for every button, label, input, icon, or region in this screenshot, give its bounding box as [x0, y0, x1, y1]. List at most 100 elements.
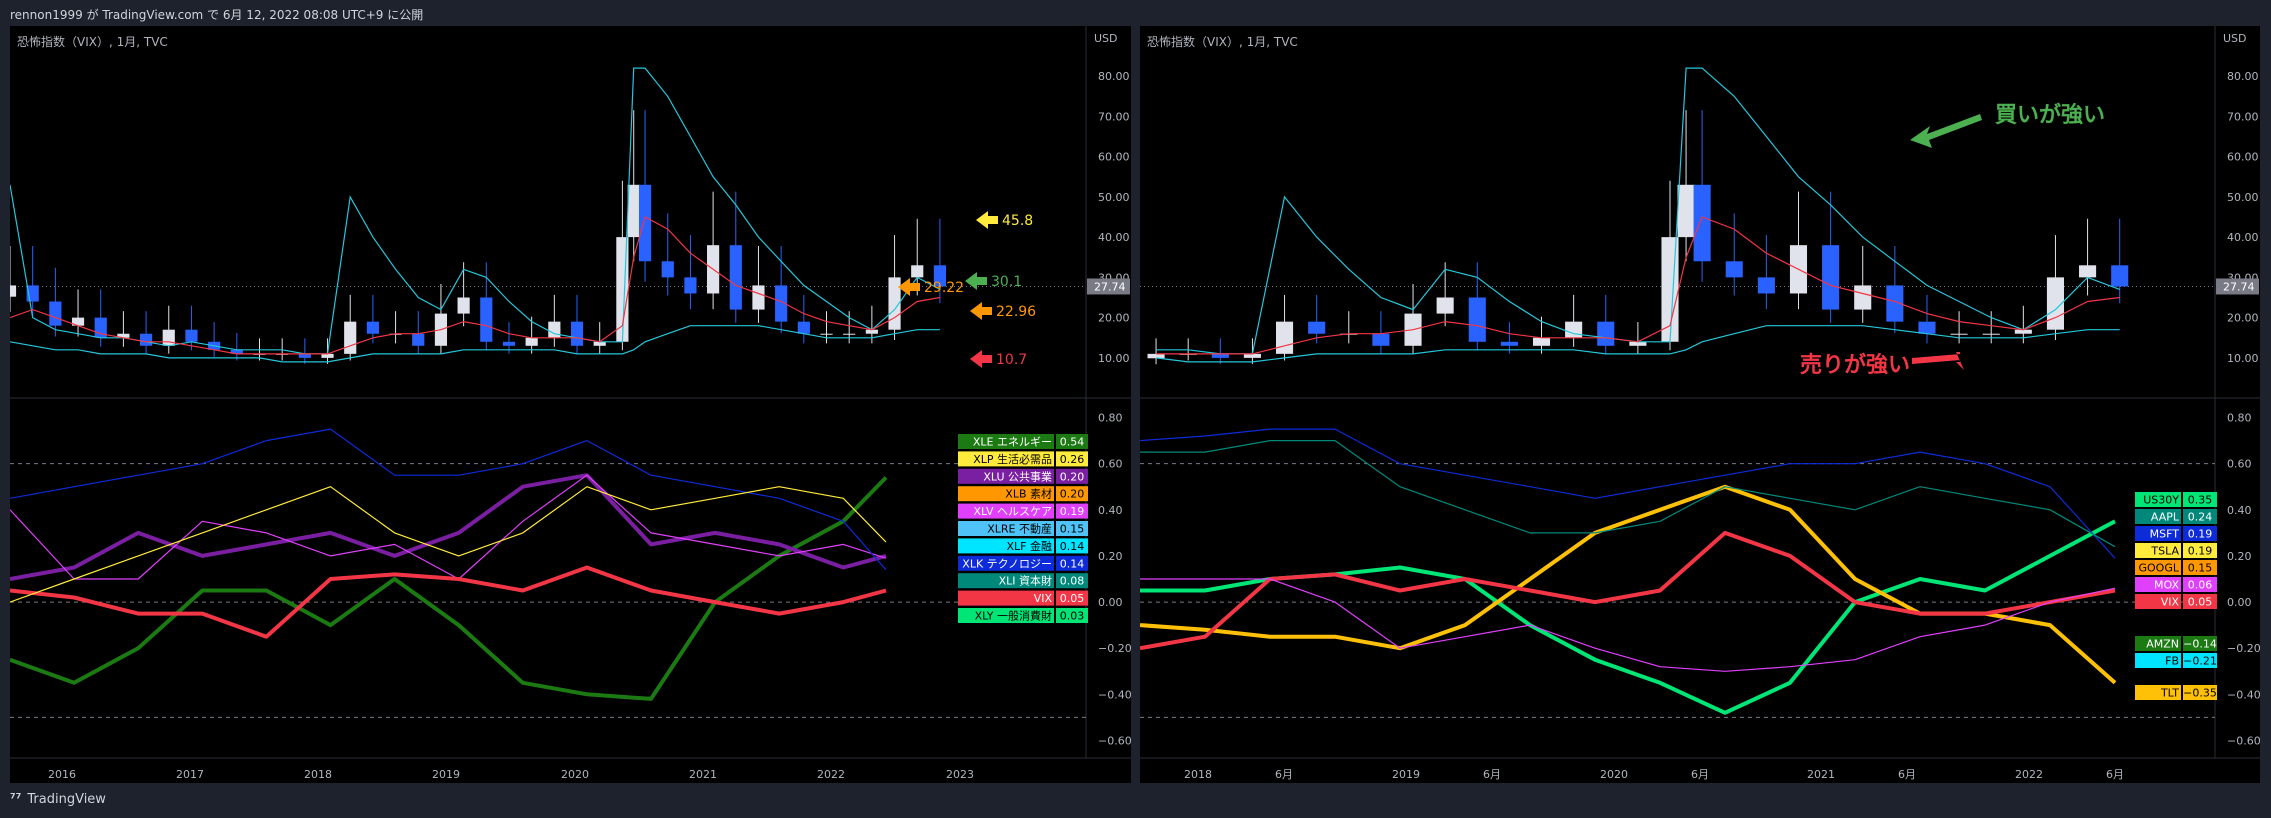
left-price-tick: 40.00 — [1098, 231, 1130, 244]
legend-label: XLB 素材 — [1005, 487, 1052, 501]
left-corr-tick: 0.00 — [1098, 596, 1123, 609]
right-price-tick: 50.00 — [2227, 191, 2259, 204]
symbol-title-right: 恐怖指数（VIX）, 1月, TVC — [1147, 35, 1298, 49]
legend-label: MOX — [2154, 579, 2179, 592]
right-candle-body — [1693, 184, 1711, 262]
legend-label-bg — [2135, 543, 2181, 558]
left-price-tick: 20.00 — [1098, 312, 1130, 325]
left-time-tick: 2017 — [176, 768, 204, 781]
legend-label: FB — [2165, 655, 2179, 668]
legend-value-bg — [2183, 653, 2217, 668]
legend-label: US30Y — [2143, 494, 2179, 507]
right-candle-body — [2046, 277, 2065, 330]
legend-label-bg — [958, 538, 1054, 554]
right-time-tick: 2020 — [1600, 768, 1628, 781]
left-last-price-badge — [1087, 278, 1130, 295]
right-chart-panel[interactable]: 恐怖指数（VIX）, 1月, TVC 80.00 70.00 60.00 50.00 4… — [1140, 26, 2260, 783]
legend-label-bg — [2135, 492, 2181, 507]
left-legend-item[interactable]: XLV ヘルスケア 0.19 — [958, 503, 1088, 519]
left-candle-body — [71, 317, 85, 326]
right-chart-svg[interactable]: 80.0070.0060.0050.0040.0030.0020.0010.00… — [1140, 26, 2260, 783]
right-candle-body — [1982, 333, 2000, 335]
left-chart-svg[interactable]: 80.0070.0060.0050.0040.0030.0020.0010.00… — [10, 26, 1131, 783]
left-legend-item[interactable]: XLB 素材 0.20 — [958, 486, 1088, 502]
right-last-price-text: 27.74 — [2223, 280, 2255, 293]
left-arrow-value: 29.22 — [924, 280, 964, 296]
right-legend-item[interactable]: GOOGL 0.15 — [2135, 560, 2217, 575]
right-legend-item[interactable]: TSLA 0.19 — [2135, 543, 2217, 558]
tradingview-logo-icon: ⁷⁷ — [10, 792, 22, 807]
legend-value-bg — [1056, 573, 1088, 589]
left-candle-body — [321, 353, 334, 358]
right-legend-item[interactable]: MOX 0.06 — [2135, 577, 2217, 592]
left-legend-item[interactable]: XLRE 不動産 0.15 — [958, 521, 1088, 536]
legend-label: AAPL — [2151, 511, 2180, 524]
legend-value: 0.24 — [2188, 511, 2213, 524]
right-price-tick: 20.00 — [2227, 312, 2259, 325]
right-legend-item[interactable]: AMZN −0.14 — [2135, 636, 2217, 651]
left-corr-series-line — [10, 428, 887, 571]
right-legend-item[interactable]: MSFT 0.19 — [2135, 526, 2217, 541]
legend-value: 0.19 — [2188, 528, 2213, 541]
legend-label: XLY 一般消費財 — [975, 609, 1052, 623]
legend-value: −0.14 — [2183, 638, 2217, 651]
left-legend-item[interactable]: XLY 一般消費財 0.03 — [958, 608, 1088, 623]
legend-label-bg — [2135, 636, 2181, 651]
legend-label-bg — [958, 503, 1054, 519]
legend-label: TSLA — [2150, 545, 2179, 558]
legend-value-bg — [1056, 486, 1088, 502]
right-legend-item[interactable]: VIX 0.05 — [2135, 594, 2217, 609]
left-time-tick: 2021 — [689, 768, 717, 781]
legend-value: 0.05 — [2188, 596, 2213, 609]
legend-value: 0.20 — [1060, 488, 1085, 501]
left-corr-tick: 0.40 — [1098, 504, 1123, 517]
left-chart-panel[interactable]: 恐怖指数（VIX）, 1月, TVC 80.00 70.00 60.00 50.00 4… — [10, 26, 1131, 783]
left-legend-item[interactable]: XLF 金融 0.14 — [958, 538, 1088, 554]
right-legend-item[interactable]: AAPL 0.24 — [2135, 509, 2217, 524]
legend-label-bg — [2135, 509, 2181, 524]
right-legend-item[interactable]: FB −0.21 — [2135, 653, 2217, 668]
legend-value: 0.54 — [1060, 436, 1085, 449]
right-candle-body — [1468, 297, 1486, 342]
right-corr-series-line — [1140, 519, 2116, 715]
legend-value-bg — [2183, 543, 2217, 558]
legend-label: AMZN — [2146, 638, 2179, 651]
legend-label: XLU 公共事業 — [983, 470, 1052, 483]
right-candle-body — [1532, 337, 1551, 346]
tradingview-logo[interactable]: ⁷⁷ TradingView — [10, 792, 106, 807]
legend-value-bg — [1056, 555, 1088, 571]
right-candle-body — [1918, 321, 1936, 334]
legend-value: 0.06 — [2188, 579, 2213, 592]
legend-label-bg — [2135, 594, 2181, 609]
left-corr-series-line — [10, 476, 888, 701]
right-legend-item[interactable]: US30Y 0.35 — [2135, 492, 2217, 507]
legend-value: 0.08 — [1060, 575, 1085, 588]
right-corr-tick: 0.00 — [2227, 596, 2252, 609]
legend-label-bg — [958, 608, 1054, 623]
right-time-tick: 6月 — [1691, 768, 1709, 781]
left-legend-item[interactable]: XLP 生活必需品 0.26 — [958, 451, 1088, 467]
left-legend-item[interactable]: XLK テクノロジー 0.14 — [958, 555, 1088, 571]
left-legend-item[interactable]: VIX 0.05 — [958, 590, 1088, 606]
legend-label: XLRE 不動産 — [987, 522, 1052, 536]
legend-value-bg — [1056, 521, 1088, 536]
left-candle-body — [627, 184, 640, 238]
left-corr-tick: −0.40 — [1098, 688, 1131, 701]
right-candle-body — [1565, 321, 1583, 338]
left-arrow-marker — [898, 278, 920, 296]
left-legend-item[interactable]: XLE エネルギー 0.54 — [958, 434, 1088, 449]
legend-value: 0.15 — [1060, 523, 1085, 536]
left-candle-body — [525, 337, 538, 346]
legend-value-bg — [1056, 608, 1088, 623]
legend-value: 0.19 — [2188, 545, 2213, 558]
left-candle-body — [752, 285, 765, 310]
legend-value-bg — [1056, 503, 1088, 519]
left-candle-body — [344, 321, 357, 354]
right-currency-label: USD — [2223, 32, 2247, 45]
right-legend-item[interactable]: TLT −0.35 — [2135, 685, 2217, 700]
left-legend-item[interactable]: XLU 公共事業 0.20 — [958, 468, 1088, 484]
legend-value-bg — [2183, 577, 2217, 592]
left-legend-item[interactable]: XLI 資本財 0.08 — [958, 573, 1088, 589]
left-candle-body — [820, 333, 833, 335]
left-currency-label: USD — [1094, 32, 1118, 45]
